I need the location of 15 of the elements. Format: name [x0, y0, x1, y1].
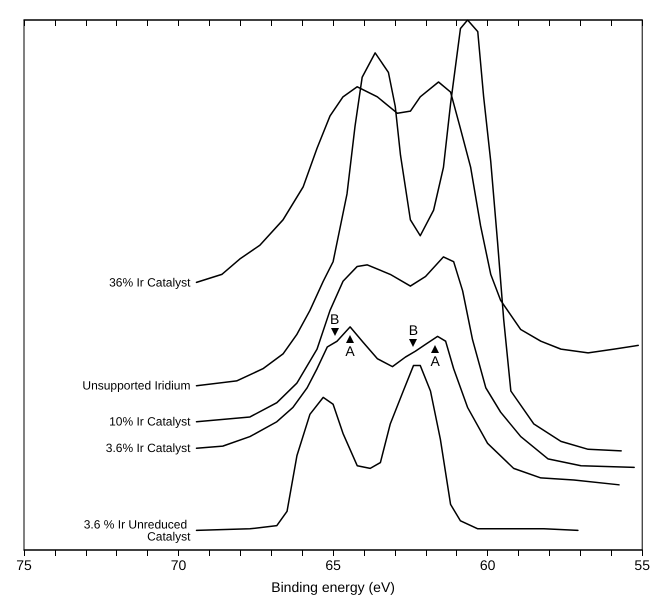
- annotation: B: [408, 322, 420, 338]
- x-tick-label: 75: [16, 557, 32, 573]
- series-label: 3.6% Ir Catalyst: [106, 441, 192, 456]
- annotation: A: [344, 342, 356, 359]
- annotation: B: [328, 311, 340, 327]
- annotation: A: [429, 353, 441, 370]
- x-tick-label: 70: [170, 557, 187, 573]
- series-label: 3.6 % Ir Unreduced Catalyst: [84, 517, 192, 544]
- series-label: 10% Ir Catalyst: [109, 414, 192, 429]
- x-axis-title: Binding energy (eV): [271, 579, 395, 595]
- series-label: 36% Ir Catalyst: [109, 275, 192, 290]
- x-tick-label: 60: [480, 557, 496, 573]
- x-tick-label: 55: [634, 557, 650, 573]
- x-tick-label: 65: [325, 557, 342, 573]
- series-label: Unsupported Iridium: [82, 378, 190, 393]
